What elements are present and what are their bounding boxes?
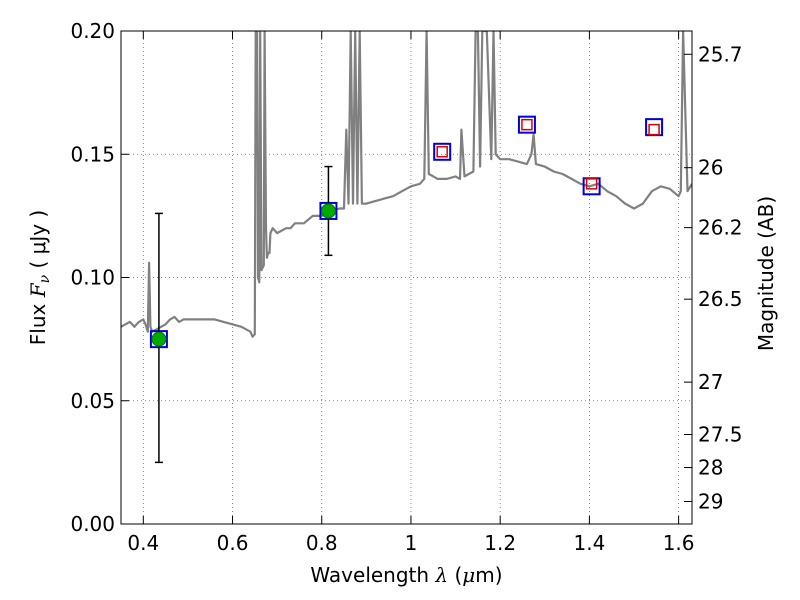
- x-tick-label: 1.2: [484, 531, 516, 555]
- x-axis-label: Wavelength λ (μm): [310, 563, 502, 587]
- x-axis-unit-open: (: [448, 563, 462, 587]
- y-tick-label: 0.05: [70, 389, 115, 413]
- right-tick-label: 28: [698, 456, 723, 480]
- plot-frame: [120, 30, 693, 525]
- upper-limit-box: [585, 178, 598, 190]
- x-axis-unit-mu: μ: [462, 563, 475, 587]
- x-tick-label: 1.4: [573, 531, 605, 555]
- detection-point: [151, 331, 167, 347]
- upper-limit-box: [436, 146, 448, 158]
- right-tick-label: 26.5: [698, 287, 743, 311]
- upper-limit-box: [521, 118, 533, 131]
- upper-limit-box: [648, 123, 660, 136]
- y-axis-subscript: ν: [37, 274, 53, 283]
- y-tick-label: 0.00: [70, 512, 115, 536]
- x-axis-label-prefix: Wavelength: [310, 563, 435, 587]
- right-tick-label: 25.7: [698, 42, 743, 66]
- right-axis-label: Magnitude (AB): [754, 196, 778, 351]
- x-axis-unit-rest: m): [475, 563, 502, 587]
- right-tick-label: 26.2: [698, 216, 743, 240]
- x-tick-label: 1.6: [663, 531, 695, 555]
- right-tick-label: 26: [698, 156, 723, 180]
- detection-point: [320, 203, 336, 219]
- model-point-box: [517, 115, 536, 134]
- x-tick-label: 1: [405, 531, 418, 555]
- x-tick-label: 0.6: [217, 531, 249, 555]
- y-axis-label: Flux Fν ( μJy ): [26, 210, 53, 345]
- y-axis-label-prefix: Flux: [26, 297, 50, 345]
- points-layer: [149, 115, 664, 464]
- x-tick-label: 0.8: [306, 531, 338, 555]
- x-tick-label: 0.4: [127, 531, 159, 555]
- right-tick-label: 27.5: [698, 422, 743, 446]
- tick-marks: [121, 30, 692, 525]
- y-tick-label: 0.20: [70, 19, 115, 43]
- right-tick-label: 29: [698, 490, 723, 514]
- grid-lines: [121, 30, 692, 525]
- spectrum-line: [121, 31, 692, 338]
- y-tick-label: 0.15: [70, 142, 115, 166]
- model-point-box: [433, 142, 452, 161]
- spectrum-layer: [121, 31, 692, 338]
- y-axis-symbol: F: [26, 282, 50, 298]
- x-axis-symbol: λ: [434, 563, 448, 587]
- y-axis-unit: ( μJy ): [26, 210, 50, 275]
- tick-labels: 0.4 0.6 0.8 1 1.2 1.4 1.6 0.00 0.05 0.10 0.15 0.20 2…: [70, 19, 742, 555]
- y-tick-label: 0.10: [70, 266, 115, 290]
- right-tick-label: 27: [698, 370, 723, 394]
